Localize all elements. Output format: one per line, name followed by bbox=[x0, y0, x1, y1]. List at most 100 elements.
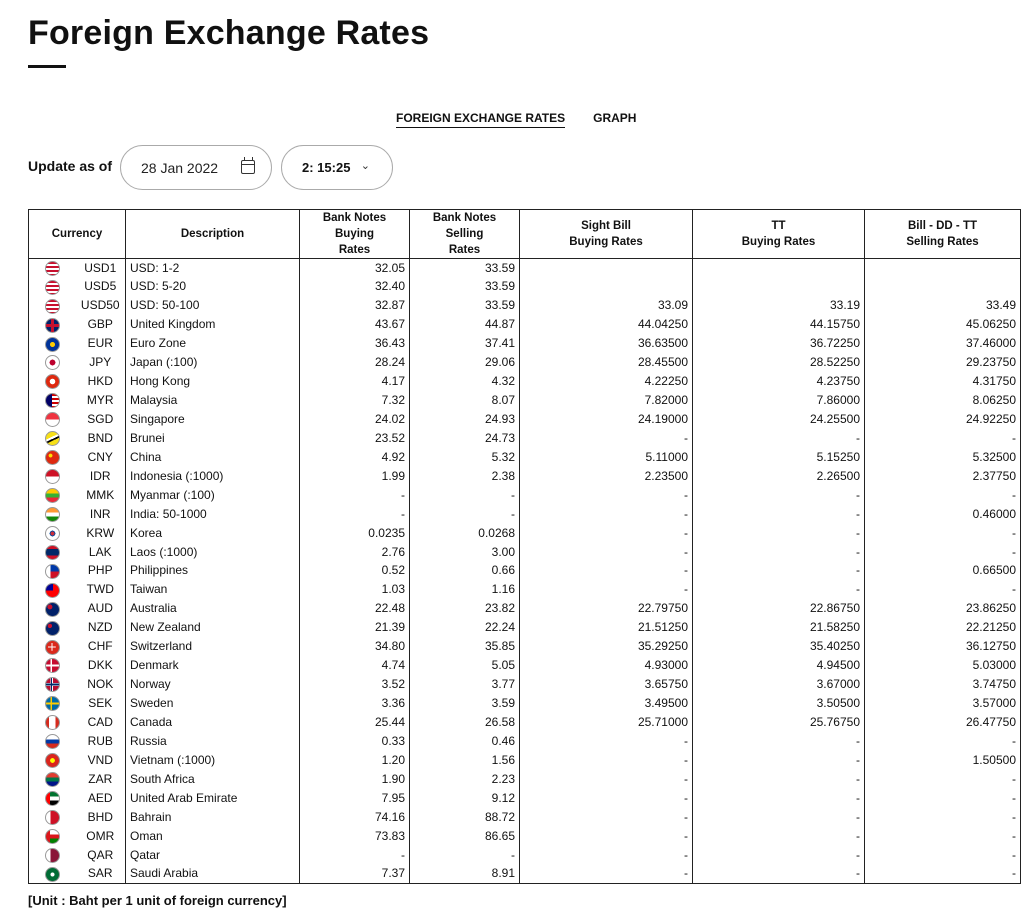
bill-dd-tt-selling-rate: - bbox=[864, 731, 1021, 751]
flag-cell bbox=[28, 656, 76, 676]
sight-bill-buying-rate: 22.79750 bbox=[519, 599, 693, 619]
flag-us-icon bbox=[44, 261, 60, 277]
header-bank-notes-selling: Bank Notes Selling Rates bbox=[409, 209, 520, 259]
table-row: MYR Malaysia 7.32 8.07 7.82000 7.86000 8.06250 bbox=[28, 391, 1021, 410]
flag-ch-icon bbox=[44, 639, 60, 655]
currency-code: MYR bbox=[75, 391, 126, 410]
tt-buying-rate: - bbox=[692, 845, 865, 865]
bank-notes-buying-rate: 36.43 bbox=[299, 334, 410, 354]
table-row: RUB Russia 0.33 0.46- - - bbox=[28, 731, 1021, 751]
page-title: Foreign Exchange Rates bbox=[28, 14, 430, 52]
header-sight-bill-buying: Sight Bill Buying Rates bbox=[519, 209, 693, 259]
sight-bill-buying-rate: - bbox=[519, 580, 693, 600]
bill-dd-tt-selling-rate: - bbox=[864, 428, 1021, 448]
sight-bill-buying-rate: 24.19000 bbox=[519, 410, 693, 429]
table-row: CAD Canada 25.44 26.58 25.71000 25.76750 26.47… bbox=[28, 713, 1021, 732]
table-row: QAR Qatar - - - - - bbox=[28, 845, 1021, 865]
currency-description: Philippines bbox=[125, 561, 300, 581]
tt-buying-rate: 2.26500 bbox=[692, 466, 865, 486]
sight-bill-buying-rate: - bbox=[519, 807, 693, 827]
bank-notes-selling-rate: 88.72 bbox=[409, 807, 520, 827]
currency-description: New Zealand bbox=[125, 618, 300, 638]
tt-buying-rate: - bbox=[692, 428, 865, 448]
bill-dd-tt-selling-rate bbox=[864, 258, 1021, 278]
bill-dd-tt-selling-rate: - bbox=[864, 580, 1021, 600]
header-bill-dd-tt-selling: Bill - DD - TT Selling Rates bbox=[864, 209, 1021, 259]
tt-buying-rate: - bbox=[692, 485, 865, 505]
currency-code: USD1 bbox=[75, 258, 126, 278]
bank-notes-selling-rate: 9.12 bbox=[409, 788, 520, 808]
flag-nz-icon bbox=[44, 620, 60, 636]
bank-notes-buying-rate: 22.48 bbox=[299, 599, 410, 619]
sight-bill-buying-rate: 7.82000 bbox=[519, 391, 693, 410]
flag-au-icon bbox=[44, 601, 60, 617]
tt-buying-rate bbox=[692, 258, 865, 278]
tt-buying-rate bbox=[692, 277, 865, 297]
bill-dd-tt-selling-rate: 33.49 bbox=[864, 296, 1021, 316]
bank-notes-selling-rate: 33.59 bbox=[409, 296, 520, 316]
bank-notes-buying-rate: 25.44 bbox=[299, 713, 410, 732]
tab-graph[interactable]: GRAPH bbox=[593, 111, 637, 125]
bank-notes-selling-rate: 0.0268 bbox=[409, 523, 520, 543]
bank-notes-buying-rate: 32.40 bbox=[299, 277, 410, 297]
currency-code: CHF bbox=[75, 637, 126, 657]
tt-buying-rate: 3.50500 bbox=[692, 694, 865, 713]
currency-description: Brunei bbox=[125, 428, 300, 448]
sight-bill-buying-rate: 4.93000 bbox=[519, 656, 693, 676]
bank-notes-buying-rate: 3.36 bbox=[299, 694, 410, 713]
bank-notes-buying-rate: 7.32 bbox=[299, 391, 410, 410]
currency-code: QAR bbox=[75, 845, 126, 865]
flag-cell bbox=[28, 542, 76, 562]
flag-cell bbox=[28, 826, 76, 846]
flag-tw-icon bbox=[44, 582, 60, 598]
header-tt-line1: TT bbox=[771, 220, 786, 232]
bill-dd-tt-selling-rate: 4.31750 bbox=[864, 372, 1021, 392]
currency-description: China bbox=[125, 447, 300, 467]
flag-dk-icon bbox=[44, 658, 60, 674]
tt-buying-rate: 33.19 bbox=[692, 296, 865, 316]
currency-code: HKD bbox=[75, 372, 126, 392]
sight-bill-buying-rate: - bbox=[519, 561, 693, 581]
flag-cell bbox=[28, 372, 76, 392]
chevron-down-icon: ⌄ bbox=[360, 160, 370, 172]
bank-notes-selling-rate: - bbox=[409, 504, 520, 524]
flag-mm-icon bbox=[44, 488, 60, 504]
flag-se-icon bbox=[44, 696, 60, 712]
table-row: USD1 USD: 1-2 32.05 33.59 bbox=[28, 258, 1021, 278]
flag-no-icon bbox=[44, 677, 60, 693]
currency-code: IDR bbox=[75, 466, 126, 486]
flag-ph-icon bbox=[44, 563, 60, 579]
bank-notes-buying-rate: - bbox=[299, 504, 410, 524]
tt-buying-rate: - bbox=[692, 542, 865, 562]
header-bill-line1: Bill - DD - TT bbox=[908, 220, 977, 232]
bill-dd-tt-selling-rate: 3.74750 bbox=[864, 675, 1021, 695]
tt-buying-rate: - bbox=[692, 561, 865, 581]
flag-cell bbox=[28, 769, 76, 789]
table-row: USD5 USD: 5-20 32.40 33.59 bbox=[28, 277, 1021, 297]
bank-notes-buying-rate: 28.24 bbox=[299, 353, 410, 373]
tt-buying-rate: 21.58250 bbox=[692, 618, 865, 638]
calendar-icon[interactable] bbox=[241, 157, 255, 174]
date-picker[interactable]: 28 Jan 2022 bbox=[120, 145, 272, 190]
sight-bill-buying-rate: - bbox=[519, 731, 693, 751]
currency-code: AUD bbox=[75, 599, 126, 619]
currency-description: Saudi Arabia bbox=[125, 864, 300, 884]
time-select[interactable]: 2: 15:25 ⌄ bbox=[281, 145, 393, 190]
bill-dd-tt-selling-rate: 45.06250 bbox=[864, 315, 1021, 335]
bank-notes-selling-rate: 24.73 bbox=[409, 428, 520, 448]
sight-bill-buying-rate: - bbox=[519, 485, 693, 505]
bill-dd-tt-selling-rate: 23.86250 bbox=[864, 599, 1021, 619]
sight-bill-buying-rate: 28.45500 bbox=[519, 353, 693, 373]
flag-cell bbox=[28, 504, 76, 524]
tt-buying-rate: 44.15750 bbox=[692, 315, 865, 335]
flag-cell bbox=[28, 561, 76, 581]
flag-cell bbox=[28, 807, 76, 827]
table-row: IDR Indonesia (:1000) 1.99 2.38 2.23500 2.265… bbox=[28, 466, 1021, 486]
tab-foreign-exchange-rates[interactable]: FOREIGN EXCHANGE RATES bbox=[396, 111, 566, 128]
currency-code: NOK bbox=[75, 675, 126, 695]
update-as-of-label: Update as of bbox=[28, 158, 113, 174]
currency-code: INR bbox=[75, 504, 126, 524]
bank-notes-selling-rate: 26.58 bbox=[409, 713, 520, 732]
bank-notes-buying-rate: 0.33 bbox=[299, 731, 410, 751]
bill-dd-tt-selling-rate: 36.12750 bbox=[864, 637, 1021, 657]
